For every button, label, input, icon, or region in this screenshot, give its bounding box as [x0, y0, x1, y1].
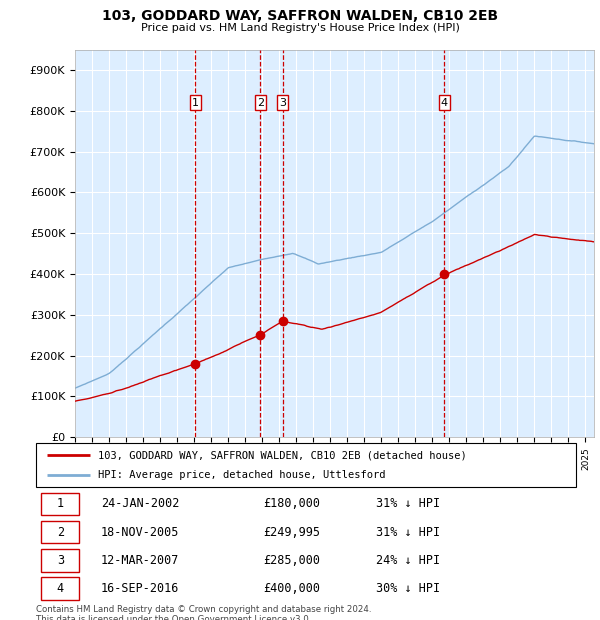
Text: HPI: Average price, detached house, Uttlesford: HPI: Average price, detached house, Uttl… [98, 470, 386, 480]
Text: £285,000: £285,000 [263, 554, 320, 567]
FancyBboxPatch shape [41, 521, 79, 543]
Text: 24% ↓ HPI: 24% ↓ HPI [376, 554, 440, 567]
Text: 24-JAN-2002: 24-JAN-2002 [101, 497, 179, 510]
FancyBboxPatch shape [41, 577, 79, 600]
Text: 30% ↓ HPI: 30% ↓ HPI [376, 582, 440, 595]
Text: 3: 3 [57, 554, 64, 567]
Text: 4: 4 [57, 582, 64, 595]
Text: £249,995: £249,995 [263, 526, 320, 539]
Text: 4: 4 [441, 97, 448, 108]
Text: £400,000: £400,000 [263, 582, 320, 595]
Text: Price paid vs. HM Land Registry's House Price Index (HPI): Price paid vs. HM Land Registry's House … [140, 23, 460, 33]
Text: 103, GODDARD WAY, SAFFRON WALDEN, CB10 2EB: 103, GODDARD WAY, SAFFRON WALDEN, CB10 2… [102, 9, 498, 24]
Text: 1: 1 [192, 97, 199, 108]
Text: £180,000: £180,000 [263, 497, 320, 510]
FancyBboxPatch shape [41, 493, 79, 515]
Text: 31% ↓ HPI: 31% ↓ HPI [376, 497, 440, 510]
Text: Contains HM Land Registry data © Crown copyright and database right 2024.
This d: Contains HM Land Registry data © Crown c… [36, 604, 371, 620]
Text: 3: 3 [279, 97, 286, 108]
FancyBboxPatch shape [36, 443, 576, 487]
Text: 1: 1 [57, 497, 64, 510]
FancyBboxPatch shape [41, 549, 79, 572]
Text: 31% ↓ HPI: 31% ↓ HPI [376, 526, 440, 539]
Text: 2: 2 [57, 526, 64, 539]
Text: 2: 2 [257, 97, 264, 108]
Text: 12-MAR-2007: 12-MAR-2007 [101, 554, 179, 567]
Text: 18-NOV-2005: 18-NOV-2005 [101, 526, 179, 539]
Text: 16-SEP-2016: 16-SEP-2016 [101, 582, 179, 595]
Text: 103, GODDARD WAY, SAFFRON WALDEN, CB10 2EB (detached house): 103, GODDARD WAY, SAFFRON WALDEN, CB10 2… [98, 450, 467, 460]
